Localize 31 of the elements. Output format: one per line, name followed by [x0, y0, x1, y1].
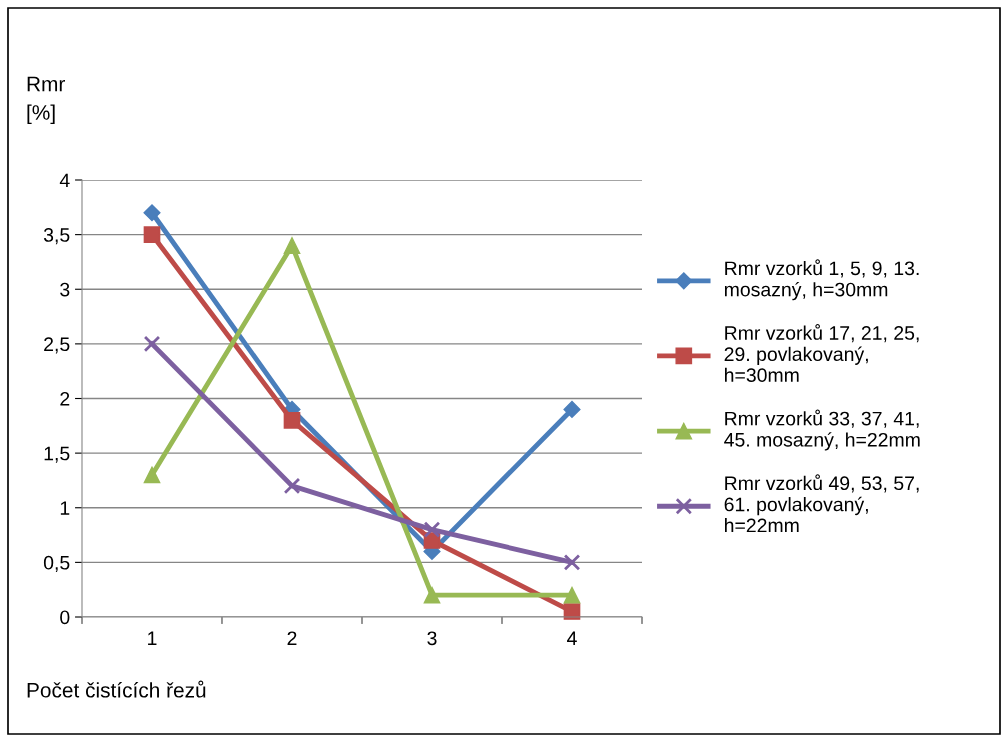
point	[563, 586, 581, 604]
point	[143, 335, 161, 353]
point	[283, 477, 301, 495]
x-axis-title: Počet čistících řezů	[27, 680, 206, 698]
y-tick-label: 0	[60, 610, 70, 625]
point	[143, 466, 161, 484]
y-tick-label: 2	[60, 391, 70, 406]
y-tick-label: 3	[60, 282, 70, 297]
y-tick-label: 3,5	[43, 228, 70, 245]
point	[423, 586, 441, 604]
x-tick-label: 1	[148, 631, 157, 645]
point	[563, 554, 581, 571]
legend-label: Rmr vzorků 1, 5, 9, 13. mosazný, h=30mm	[724, 259, 919, 301]
y-tick-label: 0,5	[43, 555, 70, 572]
point	[143, 204, 161, 222]
x-tick-label: 3	[427, 631, 437, 646]
legend-label: Rmr vzorků 17, 21, 25, 29. povlakovaný, h=30mm	[724, 323, 919, 383]
y-tick-label: 2,5	[44, 337, 70, 354]
legend-label: Rmr vzorků 49, 53, 57, 61. povlakovaný, h=22mm	[724, 474, 919, 533]
y-tick-label: 4	[59, 173, 70, 188]
point	[283, 237, 301, 254]
x-tick-label: 4	[567, 631, 577, 645]
point	[283, 412, 301, 429]
y-axis-title: Rmr [%]	[27, 76, 65, 124]
y-tick-label: 1,5	[44, 446, 70, 463]
x-tick-label: 2	[287, 631, 297, 645]
point	[143, 226, 161, 243]
legend-label: Rmr vzorků 33, 37, 41, 45. mosazný, h=22mm	[724, 409, 920, 451]
point	[563, 400, 581, 418]
point	[423, 521, 441, 538]
y-tick-label: 1	[60, 501, 70, 515]
